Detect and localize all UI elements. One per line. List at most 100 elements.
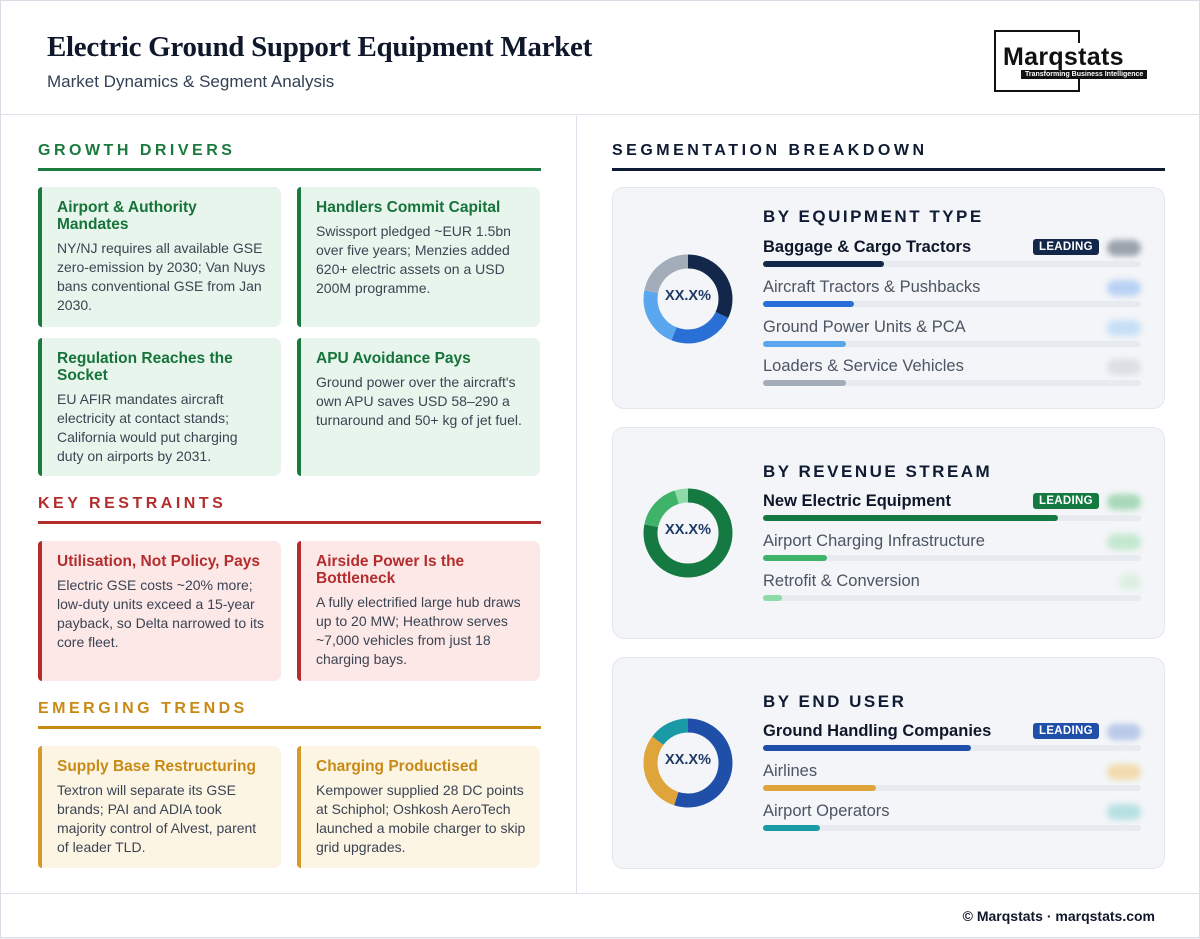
segmentation-rule bbox=[612, 168, 1165, 171]
segment-label: Ground Handling Companies bbox=[763, 722, 992, 740]
key-restraints-heading: KEY RESTRAINTS bbox=[38, 495, 227, 512]
bar-track bbox=[763, 341, 1141, 347]
blurred-value bbox=[1107, 494, 1141, 510]
driver-card-body: EU AFIR mandates aircraft electricity at… bbox=[57, 391, 238, 464]
segment-label: Airport Operators bbox=[763, 802, 890, 820]
blurred-value bbox=[1107, 804, 1141, 820]
logo: Marqstats bbox=[1000, 43, 1127, 72]
driver-card-body: NY/NJ requires all available GSE zero-em… bbox=[57, 240, 266, 313]
restraint-card: Airside Power Is the Bottleneck A fully … bbox=[297, 541, 540, 681]
bar-fill bbox=[763, 515, 1058, 521]
restraint-card-body: Electric GSE costs ~20% more; low-duty u… bbox=[57, 577, 264, 650]
segment-row: Ground Power Units & PCA bbox=[763, 318, 1141, 358]
donut-svg bbox=[643, 718, 733, 808]
bar-fill bbox=[763, 595, 782, 601]
segment-panel-equipment-type: XX.X% BY EQUIPMENT TYPE Baggage & Cargo … bbox=[612, 187, 1165, 409]
segment-row: Airport Charging Infrastructure bbox=[763, 532, 1141, 572]
segment-row: Airlines bbox=[763, 762, 1141, 802]
segmentation-heading: SEGMENTATION BREAKDOWN bbox=[612, 142, 928, 159]
growth-drivers-rule bbox=[38, 168, 541, 171]
segment-row: Retrofit & Conversion bbox=[763, 572, 1141, 612]
panel-title: BY REVENUE STREAM bbox=[763, 462, 993, 481]
logo-tagline: Transforming Business Intelligence bbox=[1021, 70, 1148, 79]
leading-badge: LEADING bbox=[1033, 239, 1099, 255]
bar-track bbox=[763, 825, 1141, 831]
donut-svg bbox=[643, 254, 733, 344]
segment-row: New Electric Equipment LEADING bbox=[763, 492, 1141, 532]
segment-panel-revenue-stream: XX.X% BY REVENUE STREAM New Electric Equ… bbox=[612, 427, 1165, 639]
donut-chart: XX.X% bbox=[643, 718, 733, 813]
bar-fill bbox=[763, 301, 854, 307]
column-divider bbox=[576, 116, 577, 893]
bar-track bbox=[763, 515, 1141, 521]
bar-track bbox=[763, 380, 1141, 386]
segment-label: Ground Power Units & PCA bbox=[763, 318, 966, 336]
donut-slice-1 bbox=[643, 718, 733, 808]
bar-fill bbox=[763, 261, 884, 267]
blurred-value bbox=[1107, 280, 1141, 296]
driver-card: Handlers Commit Capital Swissport pledge… bbox=[297, 187, 540, 327]
emerging-trends-heading: EMERGING TRENDS bbox=[38, 700, 248, 717]
bar-fill bbox=[763, 825, 820, 831]
driver-card-title: Handlers Commit Capital bbox=[316, 199, 501, 216]
trend-card: Charging Productised Kempower supplied 2… bbox=[297, 746, 540, 868]
emerging-trends-rule bbox=[38, 726, 541, 729]
segment-row: Ground Handling Companies LEADING bbox=[763, 722, 1141, 762]
bar-fill bbox=[763, 785, 877, 791]
donut-chart: XX.X% bbox=[643, 488, 733, 583]
restraint-card-body: A fully electrified large hub draws up t… bbox=[316, 594, 521, 667]
blurred-value bbox=[1119, 574, 1141, 590]
trend-card-body: Textron will separate its GSE brands; PA… bbox=[57, 782, 257, 855]
leading-badge: LEADING bbox=[1033, 723, 1099, 739]
blurred-value bbox=[1107, 724, 1141, 740]
key-restraints-rule bbox=[38, 521, 541, 524]
segment-row: Loaders & Service Vehicles bbox=[763, 357, 1141, 397]
trend-card-title: Charging Productised bbox=[316, 758, 478, 775]
bar-track bbox=[763, 555, 1141, 561]
segment-row: Baggage & Cargo Tractors LEADING bbox=[763, 238, 1141, 278]
donut-chart: XX.X% bbox=[643, 254, 733, 349]
restraint-card-title: Airside Power Is the Bottleneck bbox=[316, 553, 465, 587]
segment-label: Aircraft Tractors & Pushbacks bbox=[763, 278, 981, 296]
segment-label: Retrofit & Conversion bbox=[763, 572, 920, 590]
donut-slice-3 bbox=[643, 254, 733, 344]
donut-slice-2 bbox=[643, 254, 733, 344]
segment-panel-end-user: XX.X% BY END USER Ground Handling Compan… bbox=[612, 657, 1165, 869]
blurred-value bbox=[1107, 359, 1141, 375]
restraint-card-title: Utilisation, Not Policy, Pays bbox=[57, 553, 260, 570]
bar-fill bbox=[763, 555, 828, 561]
bar-track bbox=[763, 261, 1141, 267]
bar-fill bbox=[763, 380, 847, 386]
driver-card-body: Swissport pledged ~EUR 1.5bn over five y… bbox=[316, 223, 511, 296]
footer-credit: © Marqstats · marqstats.com bbox=[962, 908, 1155, 924]
segment-row: Aircraft Tractors & Pushbacks bbox=[763, 278, 1141, 318]
panel-title: BY EQUIPMENT TYPE bbox=[763, 207, 984, 226]
donut-center-label: XX.X% bbox=[665, 522, 711, 538]
segment-label: New Electric Equipment bbox=[763, 492, 951, 510]
driver-card: Airport & Authority Mandates NY/NJ requi… bbox=[38, 187, 281, 327]
trend-card-body: Kempower supplied 28 DC points at Schiph… bbox=[316, 782, 526, 855]
driver-card-title: Regulation Reaches the Socket bbox=[57, 350, 233, 384]
bar-fill bbox=[763, 341, 847, 347]
driver-card: Regulation Reaches the Socket EU AFIR ma… bbox=[38, 338, 281, 476]
segment-label: Airport Charging Infrastructure bbox=[763, 532, 985, 550]
donut-slice-2 bbox=[643, 488, 733, 578]
driver-card: APU Avoidance Pays Ground power over the… bbox=[297, 338, 540, 476]
driver-card-title: Airport & Authority Mandates bbox=[57, 199, 197, 233]
growth-drivers-heading: GROWTH DRIVERS bbox=[38, 142, 236, 159]
donut-center-label: XX.X% bbox=[665, 288, 711, 304]
blurred-value bbox=[1107, 534, 1141, 550]
page-subtitle: Market Dynamics & Segment Analysis bbox=[47, 72, 335, 91]
blurred-value bbox=[1107, 320, 1141, 336]
donut-slice-1 bbox=[643, 254, 733, 344]
trend-card: Supply Base Restructuring Textron will s… bbox=[38, 746, 281, 868]
bar-fill bbox=[763, 745, 971, 751]
donut-slice-2 bbox=[643, 718, 733, 808]
segment-label: Airlines bbox=[763, 762, 818, 780]
leading-badge: LEADING bbox=[1033, 493, 1099, 509]
segment-label: Loaders & Service Vehicles bbox=[763, 357, 964, 375]
segment-row: Airport Operators bbox=[763, 802, 1141, 842]
bar-track bbox=[763, 301, 1141, 307]
blurred-value bbox=[1107, 240, 1141, 256]
